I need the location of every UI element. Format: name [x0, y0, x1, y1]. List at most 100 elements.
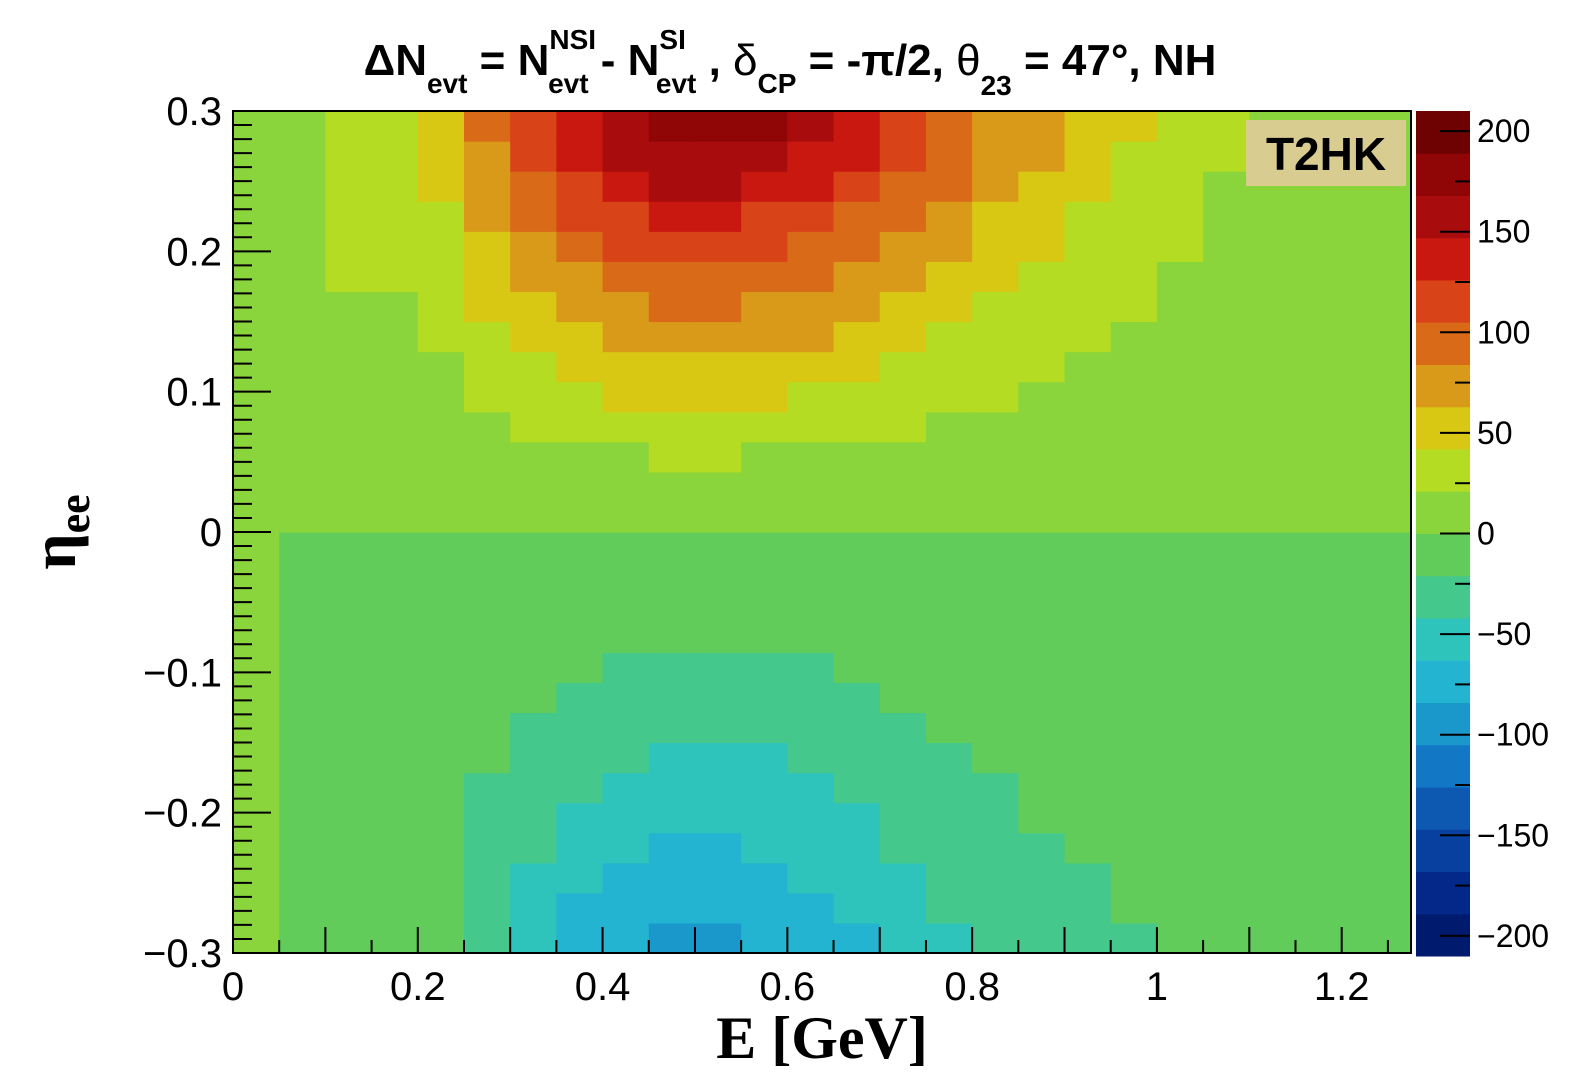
heatmap-cell	[1295, 772, 1343, 804]
heatmap-cell	[787, 622, 835, 653]
heatmap-cell	[741, 291, 788, 323]
heatmap-cell	[972, 532, 1019, 563]
heatmap-cell	[1295, 802, 1343, 834]
chart-title: ΔNevt = NNSI evt - NSI evt , δCP = -π/2, θ…	[364, 24, 1217, 101]
heatmap-cell	[648, 772, 696, 804]
heatmap-cell	[1156, 802, 1204, 834]
heatmap-cell	[1110, 772, 1158, 804]
heatmap-cell	[741, 772, 788, 804]
heatmap-cell	[1110, 501, 1158, 533]
heatmap-cell	[1018, 291, 1066, 323]
palette-swatch	[1416, 787, 1470, 830]
heatmap-cell	[417, 471, 465, 503]
heatmap-cell	[1295, 231, 1343, 262]
heatmap-cell	[879, 231, 927, 262]
heatmap-cell	[925, 802, 973, 834]
heatmap-cell	[648, 471, 696, 503]
palette-swatch	[1416, 829, 1470, 872]
heatmap-cell	[787, 231, 835, 262]
heatmap-cell	[279, 712, 326, 744]
heatmap-cell	[510, 772, 557, 804]
heatmap-cell	[1064, 291, 1112, 323]
heatmap-cell	[648, 261, 696, 293]
heatmap-cell	[602, 562, 650, 593]
heatmap-cell	[648, 682, 696, 714]
heatmap-cell	[417, 321, 465, 353]
heatmap-cell	[1064, 471, 1112, 503]
heatmap-cell	[371, 892, 419, 924]
heatmap-cell	[1295, 682, 1343, 714]
heatmap-cell	[879, 742, 927, 774]
heatmap-cell	[602, 922, 650, 954]
heatmap-cell	[279, 291, 326, 323]
heatmap-cell	[1203, 441, 1250, 473]
title-evt2-sub: evt	[548, 68, 588, 99]
heatmap-cell	[279, 411, 326, 443]
heatmap-cell	[741, 411, 788, 443]
heatmap-cell	[1387, 501, 1412, 533]
heatmap-cell	[1295, 411, 1343, 443]
heatmap-cell	[463, 862, 511, 894]
heatmap-cell	[833, 892, 881, 924]
heatmap-cell	[1203, 832, 1250, 864]
heatmap-cell	[833, 622, 881, 653]
heatmap-cell	[833, 321, 881, 353]
heatmap-cell	[371, 712, 419, 744]
heatmap-cell	[925, 682, 973, 714]
heatmap-cell	[741, 231, 788, 262]
heatmap-cell	[1156, 592, 1204, 623]
heatmap-cell	[556, 922, 604, 954]
heatmap-cell	[1018, 832, 1066, 864]
heatmap-cell	[417, 441, 465, 473]
heatmap-cell	[325, 682, 373, 714]
heatmap-cell	[233, 441, 280, 473]
heatmap-cell	[325, 111, 373, 142]
heatmap-cell	[1018, 411, 1066, 443]
heatmap-cell	[694, 682, 742, 714]
palette-swatch	[1416, 280, 1470, 323]
color-tick-label: −50	[1477, 616, 1531, 652]
heatmap-cell	[1203, 652, 1250, 683]
heatmap-cell	[463, 471, 511, 503]
y-tick-label: 0.1	[166, 371, 222, 415]
heatmap-cell	[1110, 802, 1158, 834]
title-theta-val: = 47°, NH	[1012, 36, 1217, 85]
heatmap-cell	[1387, 712, 1412, 744]
heatmap-cell	[556, 351, 604, 383]
heatmap-cell	[925, 231, 973, 262]
heatmap-cell	[1249, 742, 1297, 774]
heatmap-cell	[1018, 441, 1066, 473]
heatmap-cell	[325, 712, 373, 744]
heatmap-cell	[694, 742, 742, 774]
heatmap-cell	[1295, 291, 1343, 323]
heatmap-cell	[1295, 742, 1343, 774]
heatmap-cell	[1387, 892, 1412, 924]
heatmap-cell	[1341, 321, 1389, 353]
heatmap-cell	[1110, 141, 1158, 172]
heatmap-cell	[556, 471, 604, 503]
heatmap-cell	[279, 862, 326, 894]
heatmap-cell	[1110, 652, 1158, 683]
heatmap-cell	[741, 321, 788, 353]
heatmap-cell	[279, 111, 326, 142]
heatmap-cell	[510, 351, 557, 383]
heatmap-cell	[694, 441, 742, 473]
heatmap-cell	[1064, 652, 1112, 683]
heatmap-cell	[417, 171, 465, 202]
heatmap-cell	[463, 231, 511, 262]
heatmap-cell	[925, 171, 973, 202]
heatmap-cell	[279, 892, 326, 924]
color-tick-label: 150	[1477, 214, 1530, 250]
heatmap-cell	[602, 381, 650, 413]
heatmap-cell	[1203, 862, 1250, 894]
heatmap-cell	[1249, 231, 1297, 262]
heatmap-cell	[648, 501, 696, 533]
heatmap-cell	[279, 922, 326, 954]
heatmap-cell	[1203, 111, 1250, 142]
heatmap-cell	[1064, 682, 1112, 714]
heatmap-cell	[371, 171, 419, 202]
heatmap-cell	[833, 682, 881, 714]
heatmap-cell	[972, 622, 1019, 653]
color-scale-axis: 200 150 100 50 0 −50 −100 −150 −200	[1440, 113, 1549, 954]
heatmap-cell	[972, 592, 1019, 623]
